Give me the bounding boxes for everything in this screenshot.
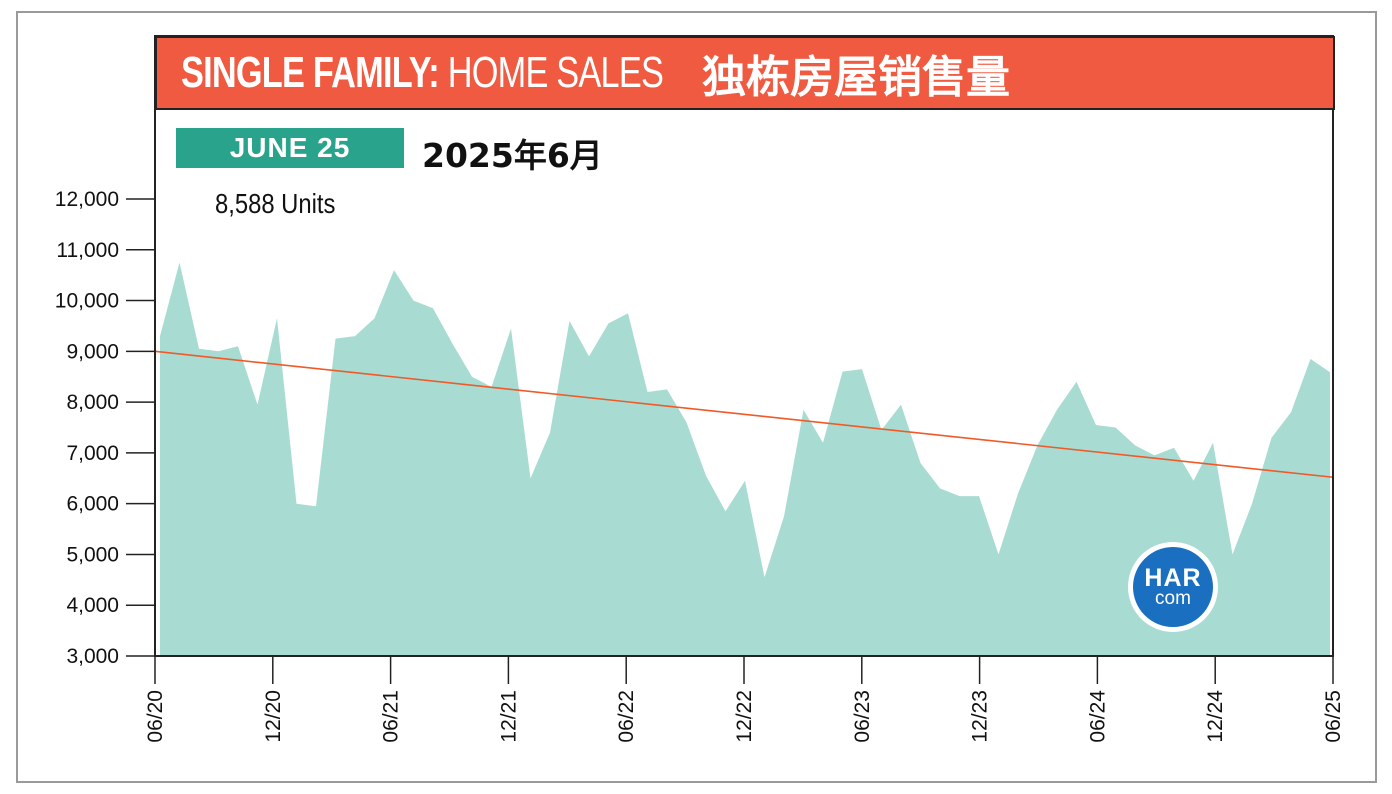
units-label: 8,588 Units <box>215 188 336 219</box>
chart-title-en: SINGLE FAMILY: HOME SALES <box>181 48 664 98</box>
chart-title-cn: 独栋房屋销售量 <box>702 52 1010 103</box>
x-tick-label: 06/20 <box>144 690 167 743</box>
x-tick-label: 06/22 <box>615 690 638 743</box>
x-tick-label: 06/25 <box>1322 690 1345 743</box>
y-tick-label: 8,000 <box>66 391 119 414</box>
chart-title-banner: SINGLE FAMILY: HOME SALES 独栋房屋销售量 <box>155 36 1335 110</box>
har-logo-badge: HAR com <box>1133 547 1213 627</box>
x-tick-label: 12/23 <box>969 690 992 743</box>
y-tick-label: 12,000 <box>55 188 119 211</box>
x-tick-label: 06/21 <box>380 690 403 743</box>
y-tick-label: 10,000 <box>55 290 119 313</box>
x-tick-label: 12/20 <box>262 690 285 743</box>
month-badge: JUNE 25 <box>176 128 404 168</box>
har-logo-com: com <box>1155 588 1191 609</box>
har-logo: HAR com <box>1128 542 1218 632</box>
y-tick-label: 7,000 <box>66 442 119 465</box>
trend-line <box>154 350 1334 479</box>
chart-title-light: HOME SALES <box>447 48 664 97</box>
chart-title-bold: SINGLE FAMILY: <box>181 48 440 97</box>
y-tick-label: 9,000 <box>66 340 119 363</box>
x-tick-label: 12/21 <box>497 690 520 743</box>
y-tick-label: 3,000 <box>66 645 119 668</box>
month-label-cn: 2025年6月 <box>422 136 603 175</box>
y-tick-label: 4,000 <box>66 594 119 617</box>
y-tick-label: 11,000 <box>56 239 119 262</box>
y-tick-label: 5,000 <box>66 543 119 566</box>
x-tick-label: 12/22 <box>733 690 756 743</box>
har-logo-text: HAR <box>1144 564 1202 592</box>
x-tick-label: 06/23 <box>851 690 874 743</box>
sales-area-series <box>160 262 1330 656</box>
y-tick-label: 6,000 <box>66 493 119 516</box>
x-tick-label: 06/24 <box>1086 690 1109 743</box>
x-tick-label: 12/24 <box>1204 690 1227 743</box>
